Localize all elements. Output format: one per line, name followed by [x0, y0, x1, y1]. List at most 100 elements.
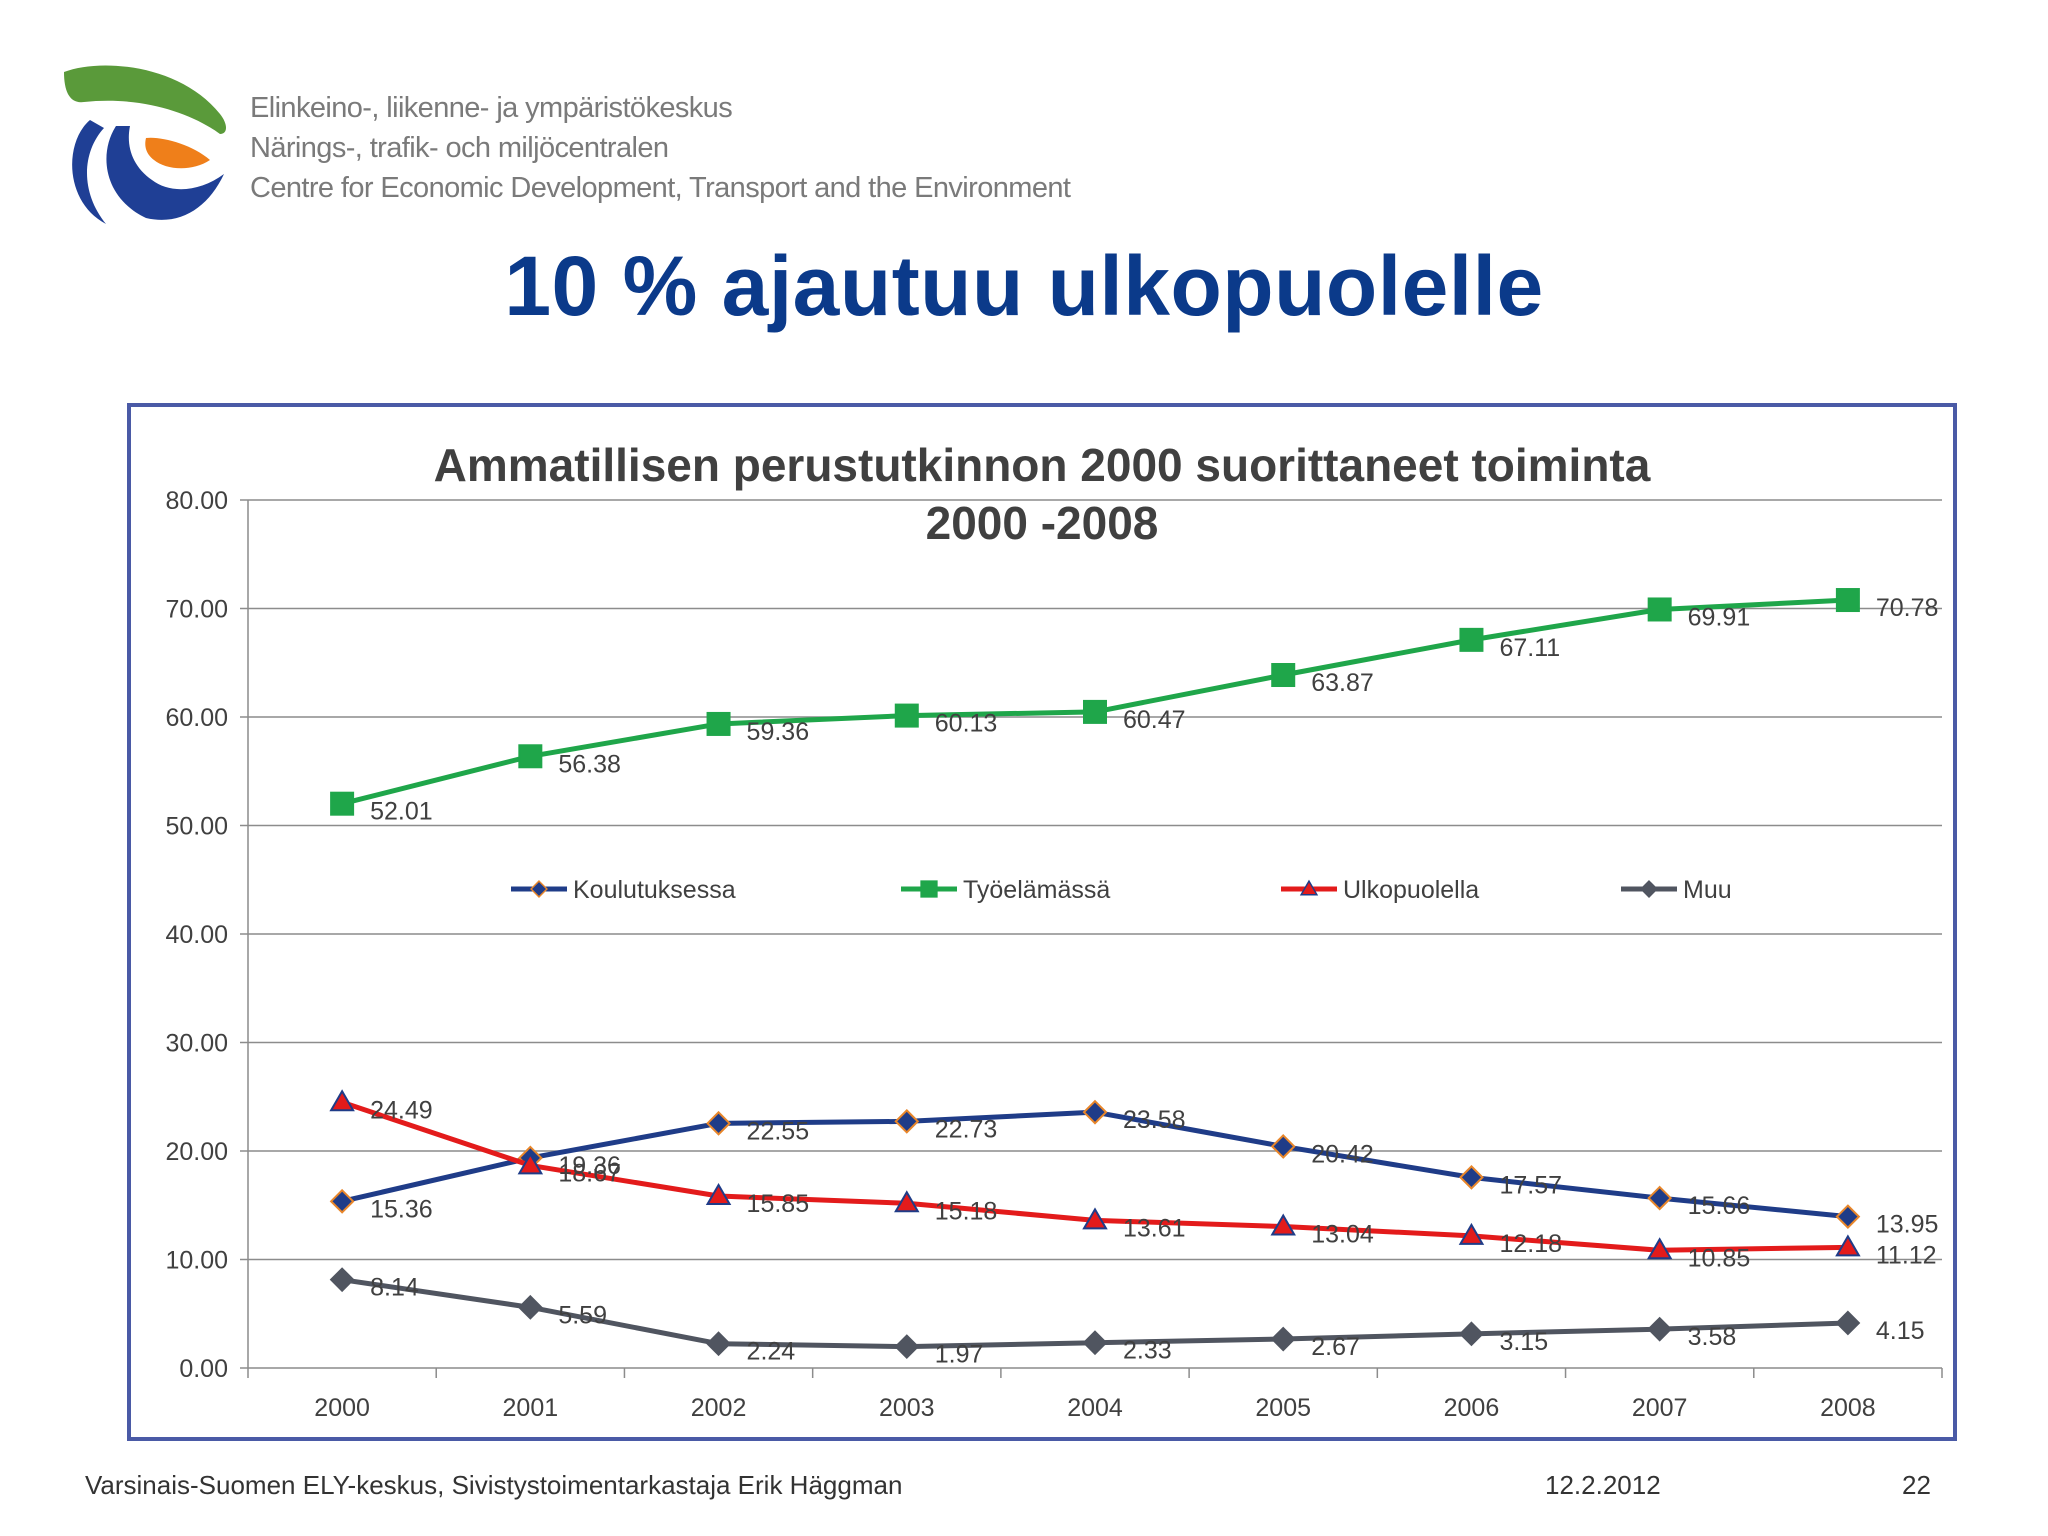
data-label: 23.58 — [1123, 1106, 1186, 1134]
data-point — [1270, 1134, 1296, 1159]
y-tick-label: 80.00 — [165, 487, 228, 515]
data-label: 15.36 — [370, 1195, 433, 1223]
data-point — [1458, 1222, 1485, 1245]
data-point — [517, 1294, 543, 1320]
data-point — [1270, 1326, 1296, 1352]
chart-title-line: 2000 -2008 — [926, 497, 1159, 549]
data-point — [517, 1152, 544, 1175]
data-point — [705, 1183, 732, 1206]
data-labels: 15.36 19.36 22.55 22.73 23.58 20.42 17.57 15.66… — [370, 594, 1938, 1369]
x-tick-label: 2004 — [1067, 1394, 1123, 1422]
data-label: 56.38 — [558, 750, 621, 778]
data-point — [894, 703, 919, 728]
data-label: 3.58 — [1688, 1323, 1737, 1351]
data-point — [1271, 663, 1296, 688]
y-tick-label: 20.00 — [165, 1138, 228, 1166]
data-point — [329, 1089, 355, 1112]
data-point — [1647, 1316, 1673, 1342]
x-tick-label: 2000 — [314, 1394, 370, 1422]
x-tick-label: 2005 — [1255, 1394, 1311, 1422]
data-label: 19.36 — [558, 1152, 621, 1180]
data-label: 15.85 — [747, 1190, 810, 1218]
organization-name-swedish: Närings-, trafik- och miljöcentralen — [250, 132, 669, 164]
legend-label: Koulutuksessa — [573, 876, 736, 904]
data-label: 4.15 — [1876, 1317, 1925, 1345]
data-point — [1459, 1321, 1484, 1347]
data-point — [1083, 699, 1107, 724]
data-point — [1835, 1204, 1861, 1230]
data-point — [1459, 1164, 1484, 1190]
chart-title: Ammatillisen perustutkinnon 2000 suoritt… — [434, 439, 1651, 549]
legend-label: Työelämässä — [963, 876, 1110, 904]
data-point — [706, 1110, 731, 1136]
x-tick-label: 2002 — [691, 1394, 747, 1422]
data-point — [1647, 1185, 1673, 1211]
data-label: 24.49 — [370, 1096, 433, 1124]
data-label: 10.85 — [1688, 1244, 1751, 1272]
data-label: 2.24 — [747, 1338, 796, 1366]
data-point — [329, 1188, 355, 1214]
footer-date: 12.2.2012 — [1545, 1470, 1661, 1500]
legend-label: Muu — [1683, 876, 1732, 904]
organization-name-english: Centre for Economic Development, Transpo… — [250, 172, 1071, 204]
data-point — [1835, 1310, 1861, 1336]
x-tick-label: 2007 — [1632, 1394, 1688, 1422]
data-point — [329, 1267, 355, 1293]
data-point — [1459, 627, 1484, 652]
data-point — [1835, 1234, 1861, 1257]
data-point — [1835, 588, 1860, 613]
data-label: 13.95 — [1876, 1211, 1939, 1239]
x-tick-label: 2006 — [1444, 1394, 1500, 1422]
line-chart: 0.00 10.00 20.00 30.00 40.00 50.00 60.00 70.00 8… — [165, 439, 1943, 1422]
data-label: 8.14 — [370, 1274, 419, 1302]
data-label: 17.57 — [1499, 1171, 1562, 1199]
legend-item-koulutuksessa: Koulutuksessa — [511, 876, 736, 904]
y-tick-label: 60.00 — [165, 704, 228, 732]
data-point — [330, 791, 355, 816]
data-label: 60.13 — [935, 710, 998, 738]
data-label: 2.33 — [1123, 1337, 1172, 1365]
data-point — [1647, 597, 1672, 622]
data-label: 60.47 — [1123, 706, 1186, 734]
axes: 0.00 10.00 20.00 30.00 40.00 50.00 60.00 70.00 8… — [165, 487, 1943, 1422]
data-label: 15.66 — [1688, 1192, 1751, 1220]
data-label: 67.11 — [1499, 634, 1560, 662]
data-label: 5.59 — [558, 1301, 607, 1329]
ely-logo — [64, 65, 226, 224]
data-label: 3.15 — [1499, 1328, 1548, 1356]
data-point — [1082, 1330, 1108, 1356]
data-point — [706, 711, 731, 736]
data-label: 69.91 — [1688, 603, 1751, 631]
legend: Koulutuksessa Työelämässä Ulkopuolella Muu — [511, 876, 1732, 904]
data-label: 22.55 — [747, 1117, 810, 1145]
data-label: 70.78 — [1876, 594, 1939, 622]
data-point — [894, 1190, 920, 1213]
data-point — [894, 1334, 920, 1360]
data-label: 13.04 — [1311, 1221, 1374, 1249]
y-tick-label: 40.00 — [165, 921, 228, 949]
y-tick-label: 30.00 — [165, 1030, 228, 1058]
y-tick-label: 0.00 — [179, 1355, 228, 1383]
footer-author: Varsinais-Suomen ELY-keskus, Sivistystoi… — [85, 1470, 903, 1500]
data-point — [1082, 1207, 1108, 1230]
data-label: 20.42 — [1311, 1140, 1374, 1168]
organization-name-finnish: Elinkeino-, liikenne- ja ympäristökeskus — [250, 92, 733, 124]
legend-item-muu: Muu — [1621, 876, 1732, 904]
data-label: 59.36 — [747, 718, 810, 746]
x-tick-label: 2008 — [1820, 1394, 1876, 1422]
data-label: 22.73 — [935, 1115, 998, 1143]
data-label: 11.12 — [1876, 1241, 1937, 1269]
data-label: 1.97 — [935, 1341, 984, 1369]
y-tick-label: 70.00 — [165, 596, 228, 624]
legend-item-ulkopuolella: Ulkopuolella — [1281, 876, 1479, 904]
data-label: 12.18 — [1499, 1230, 1562, 1258]
series-lines — [329, 588, 1861, 1360]
data-point — [1646, 1237, 1673, 1260]
data-point — [1270, 1213, 1296, 1236]
data-point — [706, 1331, 731, 1357]
data-point — [518, 744, 543, 769]
data-label: 13.61 — [1123, 1214, 1186, 1242]
data-point — [894, 1108, 920, 1134]
x-tick-label: 2001 — [503, 1394, 559, 1422]
x-tick-label: 2003 — [879, 1394, 935, 1422]
